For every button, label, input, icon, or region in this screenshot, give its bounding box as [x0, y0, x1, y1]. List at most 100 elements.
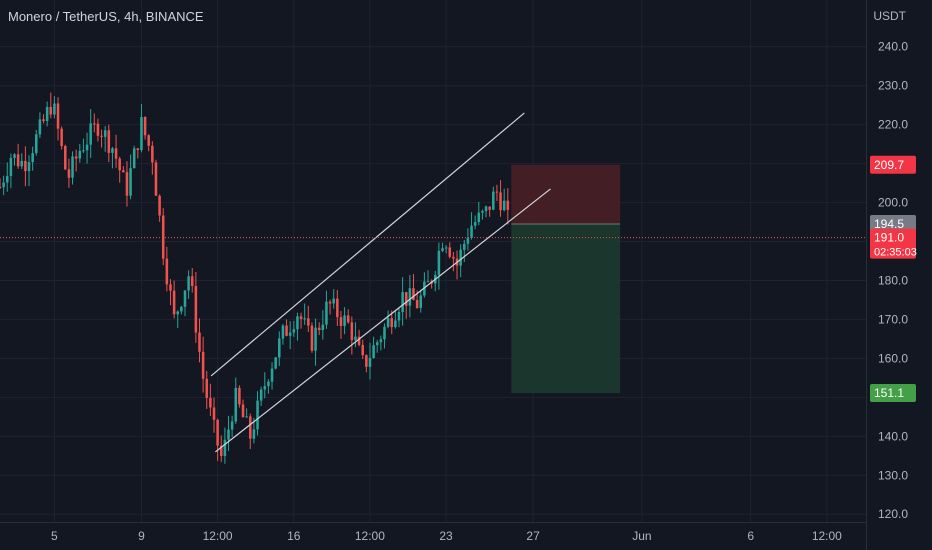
candle-body [361, 344, 364, 356]
candle-body [129, 168, 132, 196]
candle-body [212, 407, 216, 420]
candle-body [281, 325, 285, 339]
candle-body [412, 288, 415, 301]
candle-body [71, 156, 74, 178]
candle-body [343, 315, 346, 326]
candle-body [31, 153, 34, 163]
x-tick-label: 27 [526, 529, 540, 543]
candle-body [256, 400, 259, 430]
candle-body [100, 135, 103, 137]
candle-body [459, 249, 462, 266]
x-tick-label: 16 [287, 529, 301, 543]
candle-body [288, 332, 292, 336]
candle-body [89, 123, 92, 145]
x-tick-label: 12:00 [812, 529, 842, 543]
candle-body [481, 211, 484, 213]
x-tick-label: 9 [138, 529, 145, 543]
candle-body [219, 445, 223, 456]
candle-body [151, 145, 154, 163]
candle-body [292, 329, 296, 333]
candle-body [176, 311, 180, 315]
candle-body [444, 247, 448, 249]
candle-body [390, 318, 394, 328]
candle-body [38, 119, 42, 135]
x-tick-label: Jun [632, 529, 651, 543]
candle-body [143, 117, 147, 136]
candle-body [154, 162, 158, 196]
price-label-box [870, 214, 916, 233]
price-label-box [870, 228, 916, 259]
candle-body [183, 290, 187, 307]
candle-body [339, 317, 343, 326]
candle-body [278, 338, 281, 358]
y-tick-label: 120.0 [878, 507, 908, 521]
candle-body [448, 247, 452, 257]
candle-body [499, 192, 502, 211]
candle-body [441, 248, 444, 251]
candle-body [161, 215, 165, 259]
candle-body [35, 134, 38, 154]
candle-body [53, 103, 56, 115]
candle-body [263, 386, 267, 390]
time-axis[interactable]: 5 9 12:00 16 12:00 23 27 Jun 6 12:00 [51, 529, 842, 543]
symbol-title[interactable]: Monero / TetherUS, 4h, BINANCE [8, 9, 204, 24]
candle-body [259, 389, 263, 401]
candle-body [60, 128, 63, 147]
candle-body [187, 276, 190, 291]
candle-body [136, 148, 140, 151]
candle-body [140, 117, 143, 151]
candle-body [118, 158, 121, 171]
candle-body [368, 357, 372, 367]
candle-body [45, 107, 49, 121]
candle-body [492, 191, 495, 210]
candle-body [502, 200, 506, 211]
candle-body [463, 243, 466, 250]
candles [0, 92, 510, 464]
candle-body [397, 312, 401, 321]
axis-background [866, 0, 932, 550]
candle-body [223, 439, 227, 456]
y-tick-label: 200.0 [878, 196, 908, 210]
candle-body [190, 276, 194, 287]
candle-body [346, 315, 350, 323]
candle-body [180, 306, 183, 312]
candle-body [375, 342, 379, 346]
candle-body [209, 397, 212, 408]
candle-body [82, 150, 85, 152]
candle-body [267, 381, 270, 387]
candle-body [114, 148, 118, 159]
take-profit-zone [511, 223, 621, 394]
price-label-value: 191.0 [874, 231, 904, 245]
candle-body [234, 387, 238, 422]
candle-body [9, 157, 13, 177]
candle-body [296, 316, 299, 330]
y-tick-label: 170.0 [878, 312, 908, 326]
candle-body [0, 186, 2, 188]
candle-body [64, 146, 67, 170]
candle-body [299, 316, 303, 319]
x-tick-label: 5 [51, 529, 58, 543]
candle-body [317, 327, 321, 331]
candle-body [194, 286, 198, 333]
candle-body [372, 345, 375, 358]
channel-lines[interactable] [210, 112, 551, 453]
trend-line [210, 112, 525, 377]
candle-body [241, 404, 245, 418]
candle-body [404, 292, 408, 306]
candle-body [2, 182, 5, 188]
y-tick-label: 180.0 [878, 273, 908, 287]
candle-body [332, 298, 335, 304]
y-tick-label: 240.0 [878, 40, 908, 54]
candle-body [419, 295, 423, 308]
candle-body [122, 170, 125, 173]
candle-body [365, 355, 368, 367]
candle-body [24, 160, 27, 172]
candle-body [56, 103, 60, 129]
candle-body [147, 135, 150, 146]
candle-body [506, 200, 510, 210]
candle-body [158, 195, 161, 216]
candle-body [274, 357, 277, 369]
